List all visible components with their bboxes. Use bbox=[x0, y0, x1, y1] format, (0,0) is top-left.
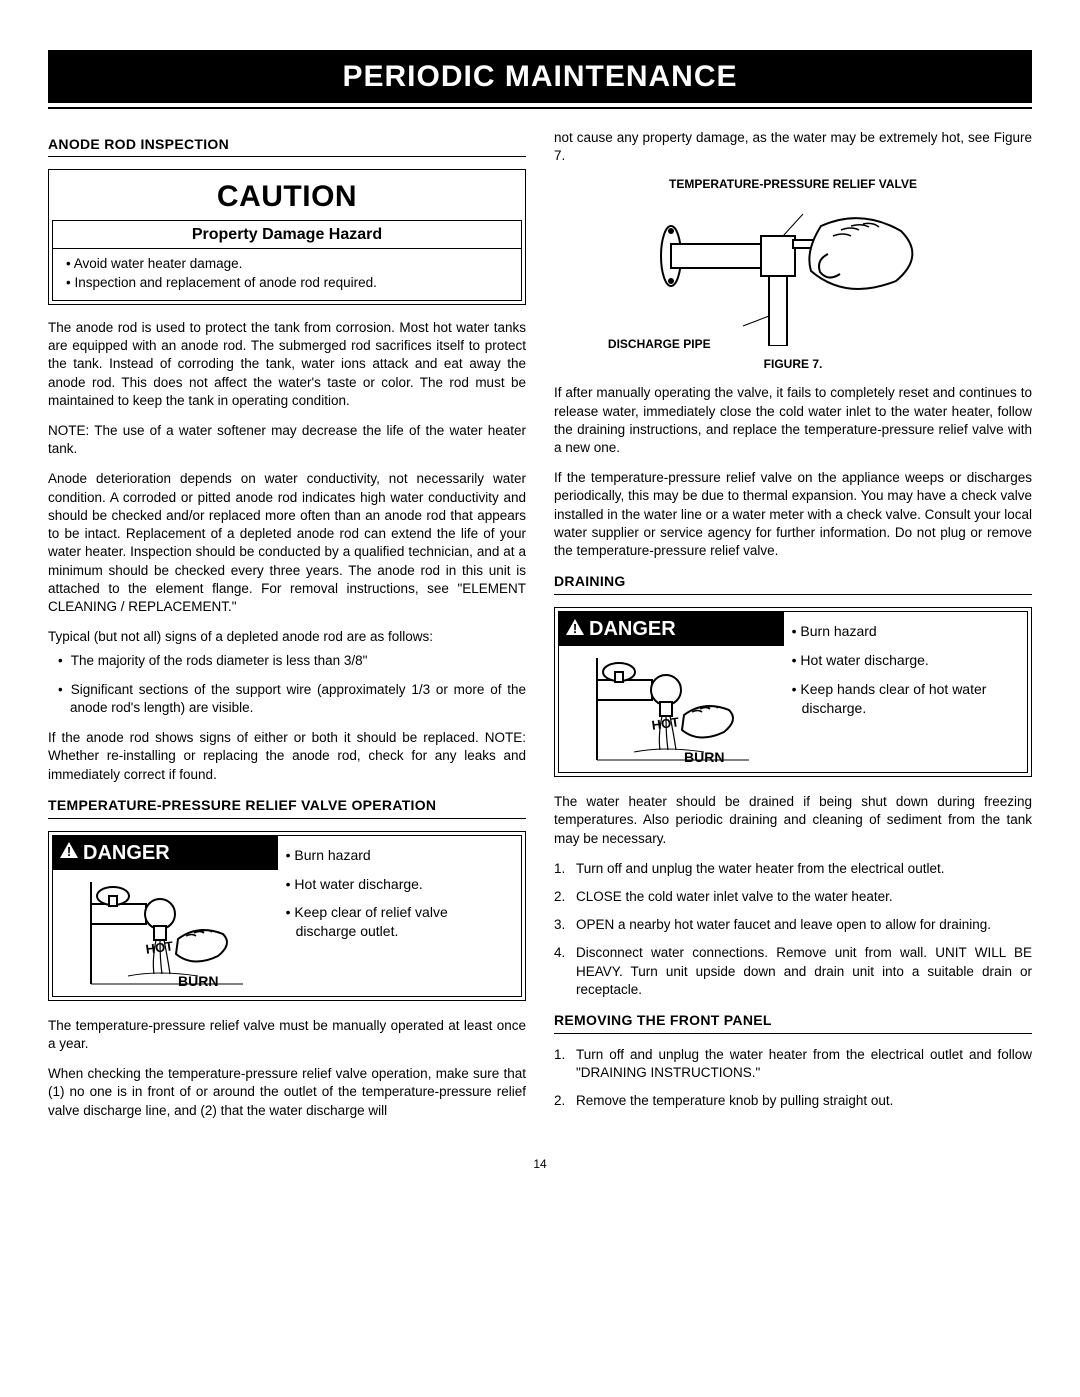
list-item: Burn hazard bbox=[284, 846, 511, 865]
svg-text:!: ! bbox=[573, 621, 577, 636]
list-item: Burn hazard bbox=[790, 622, 1017, 641]
anode-bullets: The majority of the rods diameter is les… bbox=[48, 652, 526, 717]
draining-heading: DRAINING bbox=[554, 572, 1032, 595]
caution-subtitle: Property Damage Hazard bbox=[52, 220, 522, 249]
figure-7: TEMPERATURE-PRESSURE RELIEF VALVE bbox=[578, 177, 1008, 372]
drain-steps: Turn off and unplug the water heater fro… bbox=[554, 860, 1032, 999]
danger-label: ! DANGER bbox=[559, 612, 784, 646]
step-item: Turn off and unplug the water heater fro… bbox=[554, 1046, 1032, 1082]
list-item: The majority of the rods diameter is les… bbox=[48, 652, 526, 670]
danger-box-2: ! DANGER bbox=[554, 607, 1032, 777]
anode-heading: ANODE ROD INSPECTION bbox=[48, 135, 526, 158]
list-item: Significant sections of the support wire… bbox=[48, 681, 526, 717]
front-panel-heading: REMOVING THE FRONT PANEL bbox=[554, 1011, 1032, 1034]
body-paragraph: When checking the temperature-pressure r… bbox=[48, 1065, 526, 1120]
figure-label-top: TEMPERATURE-PRESSURE RELIEF VALVE bbox=[578, 177, 1008, 192]
caution-title: CAUTION bbox=[52, 173, 522, 220]
list-item: Keep hands clear of hot water discharge. bbox=[790, 680, 1017, 718]
caution-item: Avoid water heater damage. bbox=[63, 255, 511, 273]
body-paragraph: If after manually operating the valve, i… bbox=[554, 384, 1032, 457]
body-paragraph: If the temperature-pressure relief valve… bbox=[554, 469, 1032, 560]
banner-underline bbox=[48, 107, 1032, 109]
body-paragraph: The water heater should be drained if be… bbox=[554, 793, 1032, 848]
step-item: OPEN a nearby hot water faucet and leave… bbox=[554, 916, 1032, 934]
burn-illustration: HOT BURN bbox=[559, 646, 784, 772]
right-column: not cause any property damage, as the wa… bbox=[554, 129, 1032, 1132]
list-item: Hot water discharge. bbox=[790, 651, 1017, 670]
body-paragraph: Anode deterioration depends on water con… bbox=[48, 470, 526, 616]
page-number: 14 bbox=[48, 1156, 1032, 1172]
body-paragraph: The anode rod is used to protect the tan… bbox=[48, 319, 526, 410]
tprv-heading: TEMPERATURE-PRESSURE RELIEF VALVE OPERAT… bbox=[48, 796, 526, 819]
step-item: CLOSE the cold water inlet valve to the … bbox=[554, 888, 1032, 906]
caution-body: Avoid water heater damage. Inspection an… bbox=[52, 248, 522, 300]
valve-illustration bbox=[578, 192, 1008, 350]
danger-box-1: ! DANGER bbox=[48, 831, 526, 1001]
svg-text:BURN: BURN bbox=[684, 749, 724, 765]
danger-bullets: Burn hazard Hot water discharge. Keep cl… bbox=[278, 836, 521, 996]
body-paragraph: The temperature-pressure relief valve mu… bbox=[48, 1017, 526, 1053]
list-item: Hot water discharge. bbox=[284, 875, 511, 894]
danger-bullets: Burn hazard Hot water discharge. Keep ha… bbox=[784, 612, 1027, 772]
step-item: Remove the temperature knob by pulling s… bbox=[554, 1092, 1032, 1110]
body-paragraph: If the anode rod shows signs of either o… bbox=[48, 729, 526, 784]
left-column: ANODE ROD INSPECTION CAUTION Property Da… bbox=[48, 129, 526, 1132]
danger-label: ! DANGER bbox=[53, 836, 278, 870]
body-note: NOTE: The use of a water softener may de… bbox=[48, 422, 526, 458]
front-panel-steps: Turn off and unplug the water heater fro… bbox=[554, 1046, 1032, 1111]
caution-box: CAUTION Property Damage Hazard Avoid wat… bbox=[48, 169, 526, 305]
page-banner: PERIODIC MAINTENANCE bbox=[48, 50, 1032, 103]
step-item: Turn off and unplug the water heater fro… bbox=[554, 860, 1032, 878]
svg-text:!: ! bbox=[67, 844, 71, 859]
warning-triangle-icon: ! bbox=[59, 841, 79, 865]
step-item: Disconnect water connections. Remove uni… bbox=[554, 944, 1032, 999]
body-paragraph: Typical (but not all) signs of a deplete… bbox=[48, 628, 526, 646]
two-column-layout: ANODE ROD INSPECTION CAUTION Property Da… bbox=[48, 129, 1032, 1132]
warning-triangle-icon: ! bbox=[565, 618, 585, 642]
body-paragraph: not cause any property damage, as the wa… bbox=[554, 129, 1032, 165]
svg-text:BURN: BURN bbox=[178, 973, 218, 989]
caution-item: Inspection and replacement of anode rod … bbox=[63, 274, 511, 292]
figure-caption: FIGURE 7. bbox=[578, 356, 1008, 372]
burn-illustration: HOT BURN bbox=[53, 870, 278, 996]
danger-text: DANGER bbox=[589, 616, 676, 643]
danger-text: DANGER bbox=[83, 840, 170, 867]
list-item: Keep clear of relief valve discharge out… bbox=[284, 903, 511, 941]
